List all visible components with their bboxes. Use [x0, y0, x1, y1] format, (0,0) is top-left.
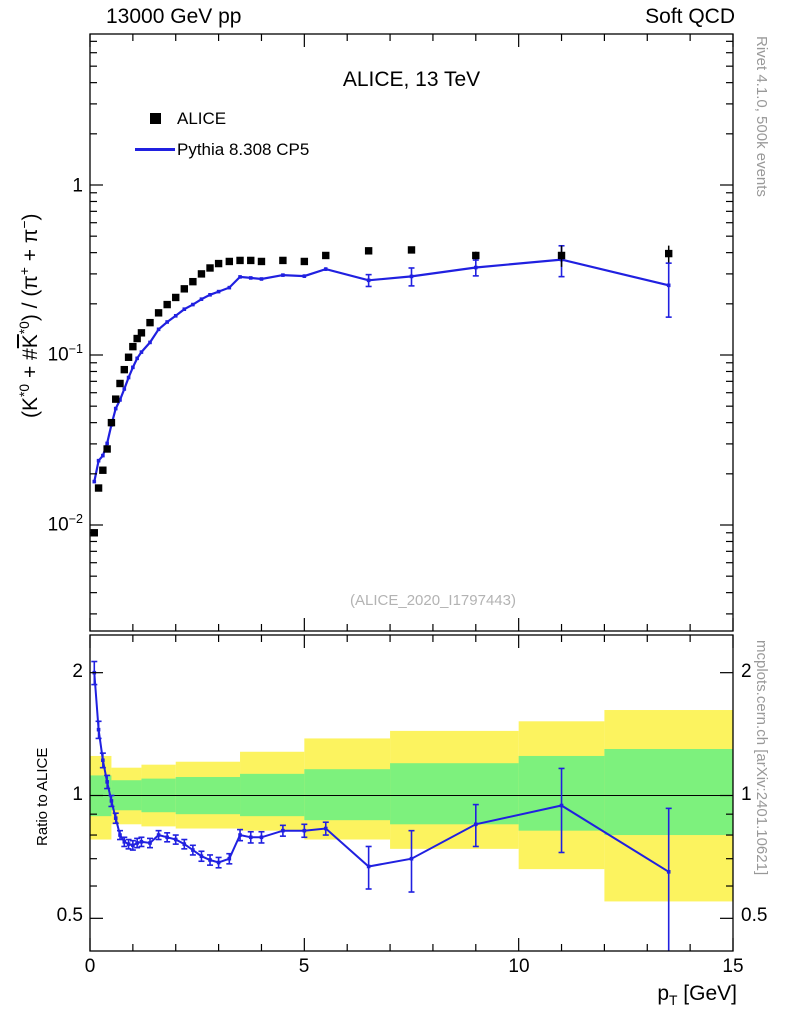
x-axis-label-part: p: [657, 982, 669, 1005]
y-axis-label-sup: *0: [16, 383, 32, 397]
alice-square-marker-icon: [149, 113, 161, 124]
tick-text: 10: [47, 514, 69, 536]
main-y-axis-label: (K*0 + #K*0) / (π+ + π−): [16, 214, 43, 418]
legend-marker-cell: [133, 148, 177, 151]
legend-label-pythia: Pythia 8.308 CP5: [177, 139, 310, 159]
x-axis-label-sub: T: [669, 992, 678, 1009]
main-y-tick-label: 10−1: [0, 342, 83, 366]
y-axis-label-part: ) / (π: [19, 275, 42, 322]
main-y-tick-label: 10−2: [0, 512, 83, 536]
x-tick-label: 0: [84, 956, 96, 977]
x-axis-label: pT [GeV]: [657, 982, 737, 1008]
y-axis-label-sup: −: [16, 220, 32, 229]
legend-marker-cell: [133, 113, 177, 124]
y-axis-label-sup: *0: [16, 321, 32, 335]
mcplots-reference-label: mcplots.cern.ch [arXiv:2401.10621]: [753, 640, 770, 876]
main-y-tick-label: 1: [0, 173, 83, 197]
process-group-label: Soft QCD: [645, 5, 735, 28]
ratio-y-tick-label-right: 1: [741, 784, 752, 805]
tick-exp: −1: [68, 342, 83, 356]
beam-energy-label: 13000 GeV pp: [106, 5, 242, 28]
ratio-y-tick-label-right: 2: [741, 661, 752, 682]
legend: ALICE Pythia 8.308 CP5: [133, 103, 309, 165]
pythia-line-marker-icon: [135, 148, 175, 151]
x-tick-label: 10: [508, 956, 530, 977]
y-axis-label-part: (K: [19, 397, 42, 418]
legend-item-pythia: Pythia 8.308 CP5: [133, 134, 309, 165]
legend-label-alice: ALICE: [177, 108, 227, 128]
x-tick-label: 15: [722, 956, 744, 977]
y-axis-label-part: ): [19, 213, 42, 221]
x-tick-label: 5: [298, 956, 310, 977]
rivet-version-label: Rivet 4.1.0, 500k events: [753, 36, 770, 197]
y-axis-label-part: + π: [19, 228, 42, 268]
tick-exp: −2: [68, 512, 83, 526]
x-axis-label-part: [GeV]: [677, 982, 737, 1005]
tick-text: 10: [47, 344, 69, 366]
ratio-y-tick-label-left: 0.5: [56, 905, 83, 926]
plot-title: ALICE, 13 TeV: [342, 68, 481, 91]
ratio-y-tick-label-right: 0.5: [741, 905, 768, 926]
analysis-id-watermark: (ALICE_2020_I1797443): [350, 592, 516, 609]
ratio-y-tick-label-left: 1: [72, 784, 83, 805]
ratio-y-tick-label-left: 2: [72, 661, 83, 682]
legend-item-alice: ALICE: [133, 103, 309, 134]
y-axis-label-sup: +: [16, 267, 32, 276]
tick-text: 1: [72, 175, 83, 197]
